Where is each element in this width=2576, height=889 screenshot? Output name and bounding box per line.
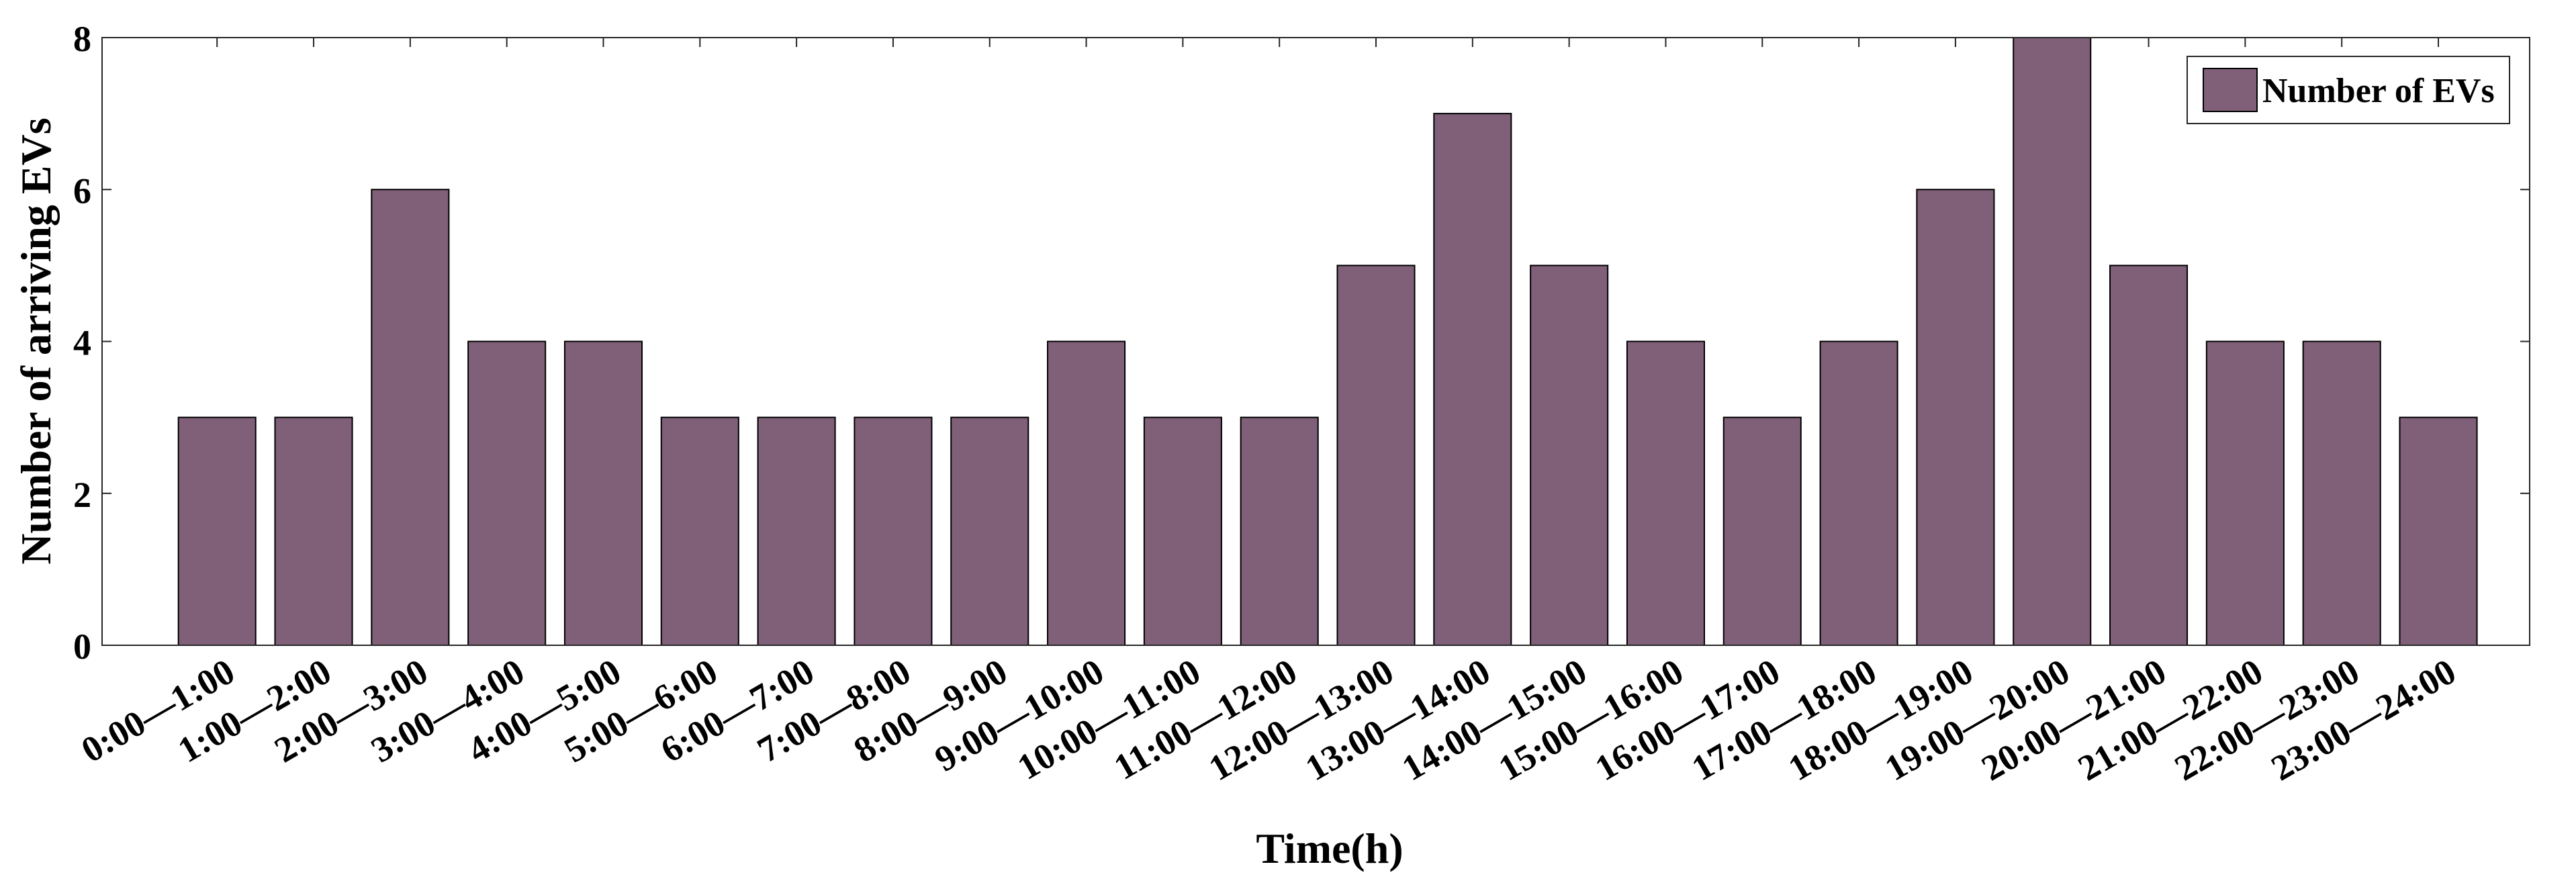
- bar: [1530, 265, 1609, 646]
- bar: [1047, 340, 1126, 646]
- bar: [274, 416, 353, 646]
- y-tick-label: 6: [73, 171, 91, 211]
- bar: [2302, 340, 2381, 646]
- bar: [757, 416, 836, 646]
- bar: [950, 416, 1029, 646]
- bar: [1626, 340, 1705, 646]
- y-tick-label: 4: [73, 323, 91, 363]
- bar: [1722, 416, 1802, 646]
- bar: [2205, 340, 2285, 646]
- bar: [660, 416, 739, 646]
- bar: [1433, 113, 1512, 646]
- bar: [1336, 265, 1416, 646]
- bar: [467, 340, 547, 646]
- y-tick-label: 2: [73, 475, 91, 515]
- y-axis-title: Number of arriving EVs: [12, 118, 60, 564]
- plot-frame: [101, 37, 2530, 646]
- bar: [371, 189, 450, 646]
- bar: [2109, 265, 2189, 646]
- x-axis-title: Time(h): [1256, 825, 1403, 872]
- bar: [177, 416, 257, 646]
- bar: [2399, 416, 2478, 646]
- bar: [854, 416, 933, 646]
- bar: [2013, 37, 2092, 646]
- y-tick-label: 8: [73, 19, 91, 59]
- bar: [1819, 340, 1898, 646]
- legend-label: Number of EVs: [2262, 72, 2495, 110]
- bar: [1143, 416, 1222, 646]
- y-tick-label: 0: [73, 626, 91, 667]
- legend-swatch: [2203, 68, 2258, 112]
- bar: [563, 340, 643, 646]
- bar: [1916, 189, 1995, 646]
- bar: [1240, 416, 1319, 646]
